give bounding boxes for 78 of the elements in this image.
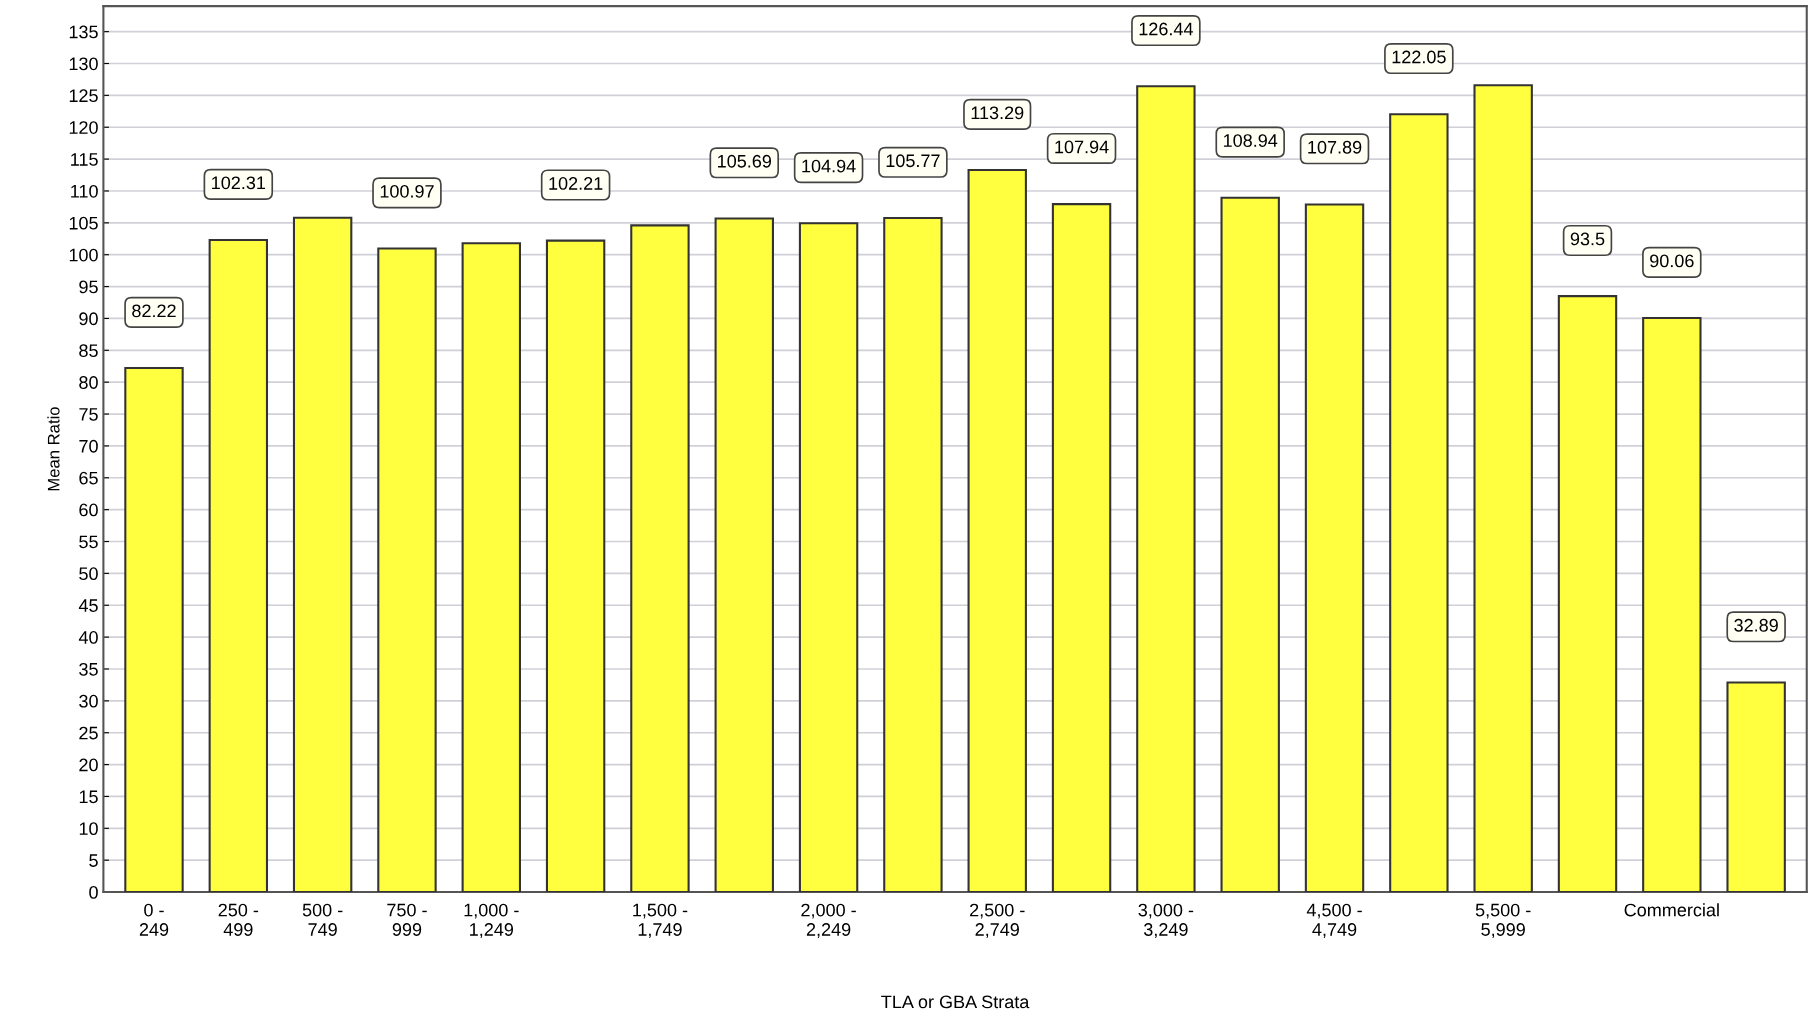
data-label: 82.22: [132, 304, 176, 318]
x-tick-label: 500 - 749: [302, 903, 343, 936]
y-tick-label: 100: [69, 248, 98, 262]
x-tick-label: 5,500 - 5,999: [1475, 903, 1531, 939]
bar: [124, 366, 184, 893]
y-tick-label: 125: [69, 89, 98, 103]
x-tick-label: 2,000 - 2,249: [801, 903, 856, 939]
data-label: 122.05: [1392, 50, 1446, 64]
data-label: 93.5: [1570, 232, 1605, 246]
x-tick-label: Commercial: [1624, 903, 1719, 917]
bar: [714, 217, 774, 893]
y-tick-label: 65: [79, 471, 98, 485]
bar: [1557, 295, 1618, 893]
y-tick-label: 30: [79, 694, 98, 708]
data-label: 102.21: [549, 177, 603, 190]
bar: [461, 242, 521, 893]
y-tick-label: 0: [89, 885, 98, 899]
y-tick-label: 85: [79, 344, 98, 358]
y-tick-label: 40: [78, 631, 98, 644]
y-tick-label: 105: [69, 216, 98, 230]
y-tick-label: 90: [79, 312, 98, 326]
bar: [1051, 203, 1112, 893]
bar: [292, 216, 353, 893]
y-tick-label: 5: [89, 854, 98, 867]
data-label: 102.31: [212, 176, 266, 190]
bar: [1304, 203, 1365, 893]
bar: [545, 239, 606, 893]
x-tick-label: 4,500 - 4,749: [1306, 903, 1362, 939]
data-label: 107.89: [1308, 140, 1362, 154]
bar: [1136, 85, 1196, 893]
x-tick-label: 0 - 249: [139, 903, 169, 936]
y-tick-label: 95: [79, 280, 98, 294]
data-label: 126.44: [1139, 22, 1193, 36]
y-tick-label: 135: [69, 25, 98, 39]
data-label: 105.69: [718, 154, 772, 168]
y-tick-label: 60: [79, 503, 98, 517]
bar: [883, 216, 943, 893]
bar: [1389, 113, 1449, 893]
bar: [798, 222, 859, 893]
data-label: 107.94: [1055, 140, 1109, 154]
y-tick-label: 20: [79, 758, 98, 772]
x-tick-label: 2,500 - 2,749: [970, 903, 1025, 939]
bar: [1726, 681, 1786, 893]
data-label: 90.06: [1650, 254, 1694, 268]
data-label: 113.29: [971, 106, 1024, 120]
y-tick-label: 120: [69, 121, 98, 134]
data-label: 105.77: [886, 154, 940, 168]
bar: [1220, 196, 1280, 893]
x-tick-label: 1,500 - 1,749: [633, 903, 688, 939]
y-axis-title: Mean Ratio: [47, 407, 60, 491]
bar: [1473, 84, 1533, 893]
y-tick-label: 80: [79, 376, 98, 389]
y-tick-label: 110: [71, 184, 98, 198]
bar: [377, 247, 437, 893]
y-tick-label: 45: [78, 599, 98, 612]
x-tick-label: 1,000 - 1,249: [464, 903, 519, 939]
data-label: 104.94: [802, 159, 856, 173]
y-tick-label: 115: [71, 153, 98, 166]
data-label: 32.89: [1734, 618, 1778, 632]
bar: [1642, 317, 1702, 893]
x-axis-title: TLA or GBA Strata: [881, 995, 1030, 1009]
bar: [967, 168, 1027, 893]
y-tick-label: 35: [79, 662, 98, 676]
x-tick-label: 3,000 - 3,249: [1138, 903, 1194, 939]
y-tick-label: 50: [79, 567, 98, 581]
data-label: 108.94: [1223, 134, 1278, 147]
y-tick-label: 70: [79, 439, 98, 453]
bar: [630, 224, 690, 893]
y-tick-label: 15: [79, 790, 98, 804]
data-label: 100.97: [380, 184, 434, 198]
y-tick-label: 75: [79, 408, 98, 421]
y-tick-label: 130: [69, 57, 98, 71]
x-tick-label: 250 - 499: [218, 903, 259, 936]
x-tick-label: 750 - 999: [387, 903, 427, 936]
y-tick-label: 55: [79, 535, 98, 549]
y-tick-label: 10: [79, 822, 98, 836]
y-tick-label: 25: [79, 726, 98, 740]
bar: [208, 238, 269, 893]
